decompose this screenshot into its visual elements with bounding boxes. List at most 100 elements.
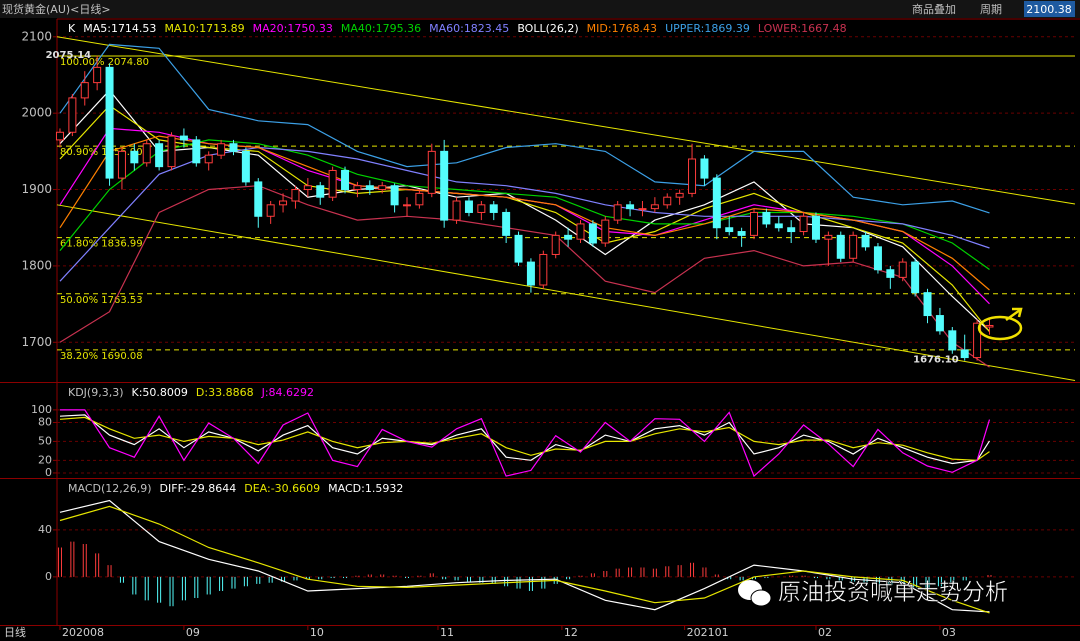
candle-body [613,204,622,221]
y-tick-label: 2000 [21,106,52,120]
series-line [59,89,990,332]
legend-label: BOLL(26,2) [517,22,578,35]
candle-body [725,227,734,233]
candle-body [948,330,957,351]
candle-body [303,185,312,191]
x-tick-label: 12 [564,626,578,639]
y-tick-label: 2100 [21,29,52,43]
candle-body [117,150,126,179]
candle-body [700,158,709,179]
candle-body [787,227,796,233]
candle-body [514,234,523,263]
candle-body [638,208,647,211]
panel-title: MACD(12,26,9) [68,482,152,495]
candle-body [737,231,746,236]
price-annotation: 2075.14 [46,50,92,61]
candle-body [328,169,337,198]
price-annotation: 1676.10 [913,355,959,366]
candle-body [750,211,759,236]
toolbar-button[interactable]: 商品叠加 [912,2,956,16]
trend-line [56,204,1076,381]
candle-body [415,192,424,206]
candle-body [526,261,535,286]
candle-body [341,169,350,191]
candle-body [452,200,461,221]
candle-body [279,200,288,206]
series-line [59,499,990,613]
candle-body [378,185,387,191]
candle-body [502,211,511,236]
candle-body [402,204,411,207]
candle-body [663,196,672,206]
series-line [59,505,990,614]
trend-line [56,36,1076,205]
candle-body [849,234,858,259]
candle-body [551,234,560,255]
candle-body [291,189,300,202]
candle-body [254,181,263,217]
candle-body [836,234,845,259]
legend-entry: DEA:-30.6609 [244,482,320,495]
legend-entry: MID:1768.43 [587,22,657,35]
fib-label: 100.00% 2074.80 [60,57,149,68]
price-box [1024,1,1075,17]
y-tick-label: 1900 [21,182,52,196]
candle-body [477,204,486,213]
y-tick-label: 50 [38,434,52,447]
candle-body [688,158,697,194]
candle-body [935,315,944,332]
legend-entry: J:84.6292 [261,386,314,399]
candle-body [985,324,994,328]
candle-body [464,200,473,213]
candle-body [440,150,449,221]
fib-label: 61.80% 1836.99 [60,239,143,250]
legend-entry: MACD:1.5932 [328,482,403,495]
candle-body [539,253,548,286]
candle-body [712,177,721,229]
series-line [59,135,990,291]
candle-body [799,215,808,233]
candle-body [217,143,226,156]
candle-body [155,143,164,168]
candle-body [489,204,498,213]
candle-body [80,82,89,99]
toolbar-button[interactable]: 周期 [980,3,1002,16]
last-price: 2100.38 [1026,3,1072,16]
candle-body [365,185,374,191]
candle-body [588,223,597,244]
x-tick-label: 202008 [62,626,104,639]
candle-body [93,66,102,84]
candle-body [861,234,870,248]
y-tick-label: 20 [38,453,52,466]
legend-entry: UPPER:1869.39 [665,22,750,35]
x-tick-label: 03 [942,626,956,639]
candle-body [650,204,659,210]
candle-body [675,192,684,198]
series-line [59,146,990,282]
candle-body [873,246,882,271]
candle-body [192,139,201,164]
candle-body [427,150,436,194]
y-tick-label: 0 [45,466,52,479]
candle-body [762,211,771,225]
x-tick-label: 11 [440,626,454,639]
legend-entry: MA60:1823.45 [429,22,509,35]
candle-body [626,204,635,210]
candle-body [886,269,895,278]
x-tick-label: 202101 [687,626,729,639]
legend-label: K [68,22,76,35]
candle-body [316,185,325,198]
panel-borders [0,18,1080,626]
series-line [59,104,990,333]
y-tick-label: 1700 [21,335,52,349]
candle-body [911,261,920,294]
legend-entry: LOWER:1667.48 [758,22,847,35]
candle-body [241,150,250,183]
candle-body [167,135,176,168]
candle-body [142,143,151,164]
candle-body [960,349,969,359]
y-tick-label: 40 [38,523,52,536]
title-bar [0,0,1080,18]
candle-body [601,219,610,244]
watermark: 原油投资喊单走势分析 [738,579,1008,607]
